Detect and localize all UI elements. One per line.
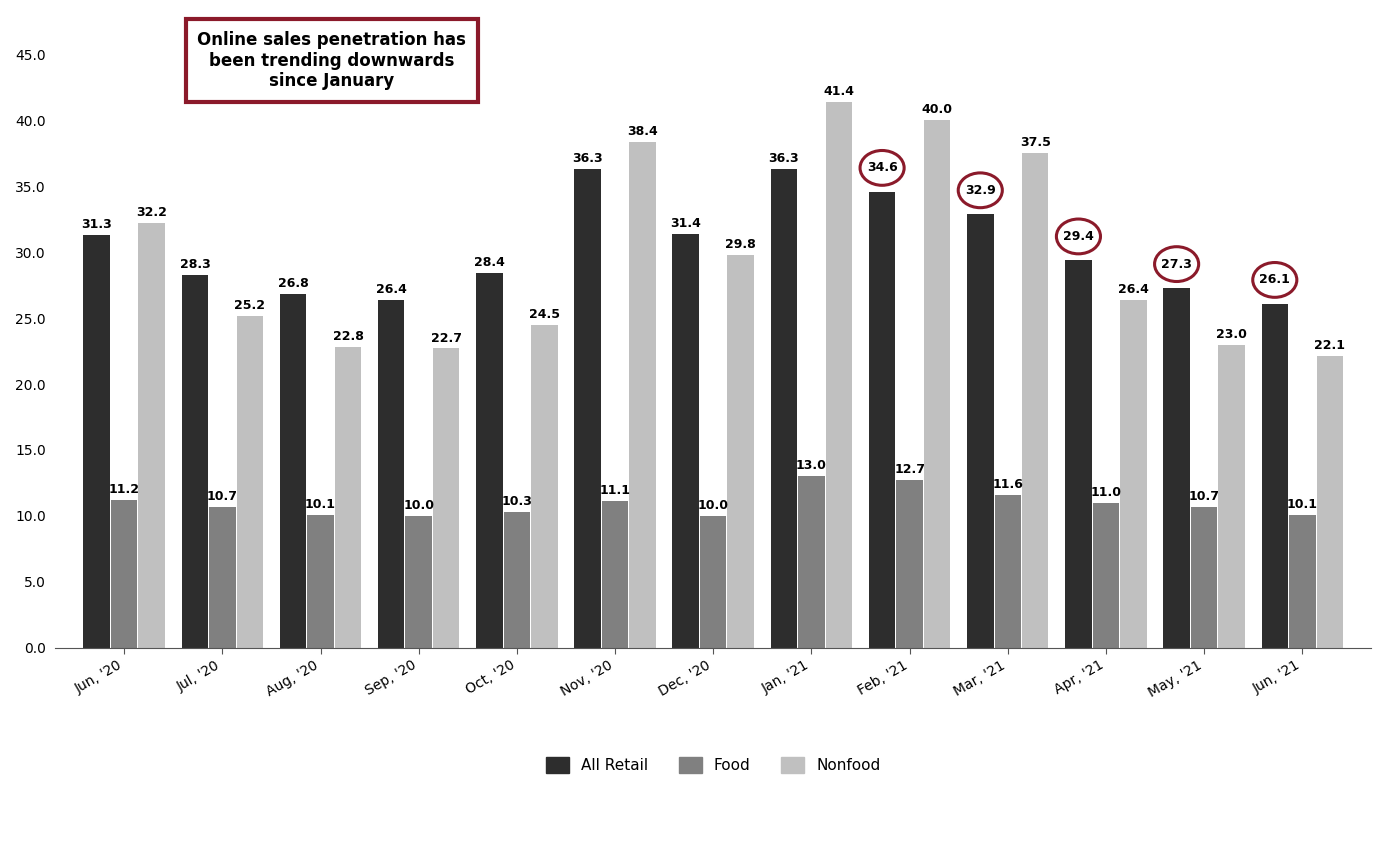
Text: 11.6: 11.6 <box>992 478 1023 490</box>
Bar <box>995 495 1021 648</box>
Text: Online sales penetration has
been trending downwards
since January: Online sales penetration has been trendi… <box>197 31 466 90</box>
Bar <box>771 169 797 648</box>
Text: 37.5: 37.5 <box>1020 137 1051 150</box>
Bar <box>574 169 600 648</box>
Bar <box>826 102 852 648</box>
Bar <box>280 294 306 648</box>
Text: 26.4: 26.4 <box>376 283 406 296</box>
Text: 10.7: 10.7 <box>207 490 238 502</box>
Text: 25.2: 25.2 <box>234 298 265 312</box>
Bar <box>700 516 726 648</box>
Text: 36.3: 36.3 <box>769 152 800 165</box>
Bar <box>1191 507 1217 648</box>
Legend: All Retail, Food, Nonfood: All Retail, Food, Nonfood <box>539 751 887 779</box>
Text: 29.4: 29.4 <box>1063 230 1094 243</box>
Bar <box>531 325 557 648</box>
Text: 40.0: 40.0 <box>922 104 952 116</box>
Bar <box>798 476 825 648</box>
Text: 10.0: 10.0 <box>403 499 434 512</box>
Bar <box>335 347 362 648</box>
Bar <box>139 224 165 648</box>
Bar <box>1066 260 1092 648</box>
Text: 11.2: 11.2 <box>108 483 140 496</box>
Text: 23.0: 23.0 <box>1216 327 1247 341</box>
Bar <box>1163 288 1189 648</box>
Bar <box>672 234 699 648</box>
Bar <box>602 502 628 648</box>
Text: 24.5: 24.5 <box>529 308 560 320</box>
Text: 26.8: 26.8 <box>277 277 309 291</box>
Text: 22.1: 22.1 <box>1314 339 1346 353</box>
Text: 31.4: 31.4 <box>671 217 701 230</box>
Text: 36.3: 36.3 <box>572 152 603 165</box>
Text: 11.1: 11.1 <box>600 484 631 497</box>
Text: 41.4: 41.4 <box>823 85 854 98</box>
Text: 22.7: 22.7 <box>431 332 462 344</box>
Bar <box>1120 300 1146 648</box>
Text: 10.7: 10.7 <box>1189 490 1220 502</box>
Text: 34.6: 34.6 <box>866 162 898 174</box>
Bar <box>378 300 405 648</box>
Bar <box>83 235 109 648</box>
Text: 27.3: 27.3 <box>1161 258 1192 270</box>
Bar <box>209 507 236 648</box>
Bar <box>1218 344 1245 648</box>
Bar <box>629 142 656 648</box>
Bar <box>406 516 432 648</box>
Text: 26.4: 26.4 <box>1119 283 1149 296</box>
Text: 28.3: 28.3 <box>180 258 211 270</box>
Bar <box>1317 356 1343 648</box>
Bar <box>503 512 529 648</box>
Text: 10.1: 10.1 <box>305 497 335 511</box>
Text: 10.0: 10.0 <box>697 499 729 512</box>
Bar <box>728 255 754 648</box>
Text: 32.2: 32.2 <box>136 207 168 219</box>
Bar <box>967 214 994 648</box>
Text: 31.3: 31.3 <box>82 218 112 231</box>
Text: 12.7: 12.7 <box>894 463 924 476</box>
Bar <box>1021 153 1048 648</box>
Bar <box>477 274 503 648</box>
Bar <box>924 121 951 648</box>
Bar <box>182 275 208 648</box>
Bar <box>308 514 334 648</box>
Bar <box>1092 502 1119 648</box>
Text: 32.9: 32.9 <box>965 184 995 197</box>
Bar <box>869 191 895 648</box>
Bar <box>897 480 923 648</box>
Bar <box>237 315 263 648</box>
Text: 11.0: 11.0 <box>1091 485 1121 499</box>
Bar <box>1289 514 1315 648</box>
Text: 29.8: 29.8 <box>725 238 757 251</box>
Text: 26.1: 26.1 <box>1260 274 1290 286</box>
Text: 10.3: 10.3 <box>502 495 532 508</box>
Text: 22.8: 22.8 <box>333 330 363 343</box>
Bar <box>1261 303 1288 648</box>
Text: 13.0: 13.0 <box>796 459 827 473</box>
Text: 38.4: 38.4 <box>628 125 658 138</box>
Bar <box>111 500 137 648</box>
Bar <box>432 348 459 648</box>
Text: 10.1: 10.1 <box>1286 497 1318 511</box>
Text: 28.4: 28.4 <box>474 257 505 269</box>
